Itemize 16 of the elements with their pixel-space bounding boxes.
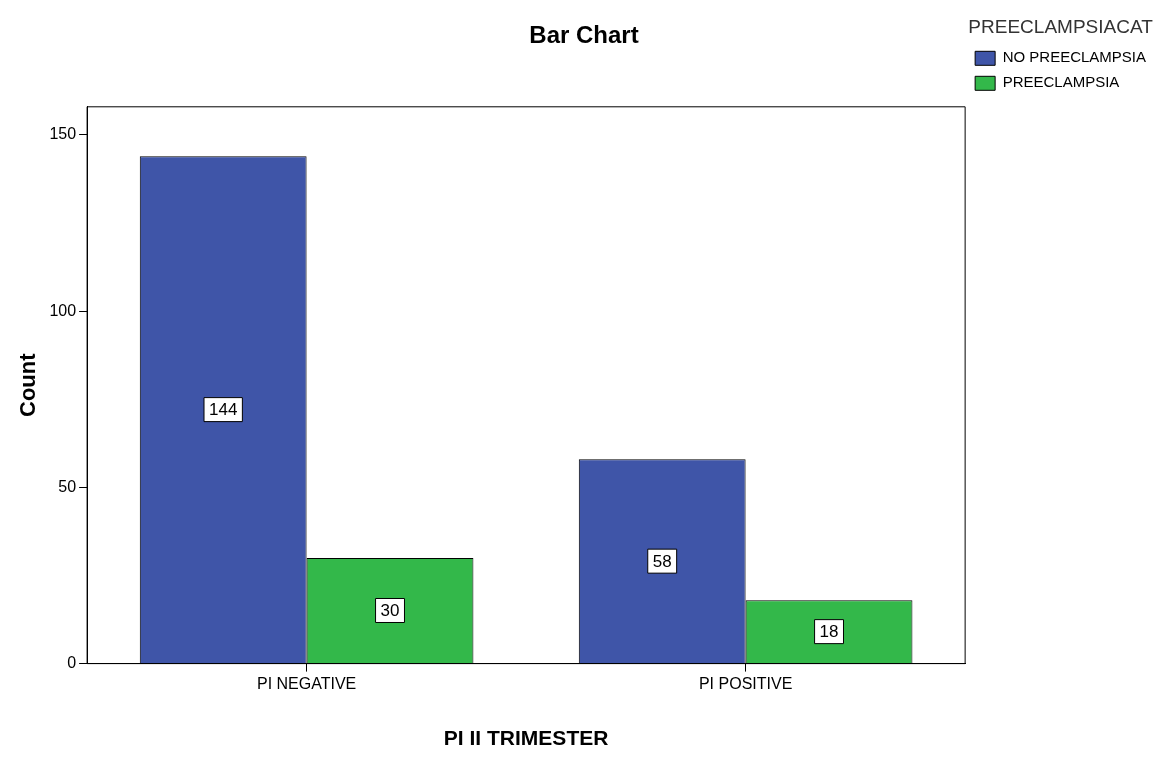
data-label: 18 bbox=[819, 622, 839, 642]
data-label: 58 bbox=[652, 551, 672, 571]
data-label: 30 bbox=[380, 601, 400, 621]
data-label: 144 bbox=[209, 400, 238, 420]
y-tick-label: 150 bbox=[49, 125, 77, 143]
y-tick-label: 100 bbox=[49, 301, 77, 319]
x-tick-label: PI NEGATIVE bbox=[256, 674, 357, 692]
legend-label: PREECLAMPSIA bbox=[1002, 73, 1120, 91]
chart-title: Bar Chart bbox=[529, 21, 639, 49]
x-axis-title: PI II TRIMESTER bbox=[443, 726, 609, 750]
y-tick-label: 0 bbox=[67, 654, 77, 672]
legend-title: PREECLAMPSIACAT bbox=[968, 15, 1154, 37]
legend-label: NO PREECLAMPSIA bbox=[1002, 48, 1146, 66]
y-tick-label: 50 bbox=[58, 477, 77, 495]
x-tick-label: PI POSITIVE bbox=[698, 674, 793, 692]
y-axis-title: Count bbox=[15, 352, 41, 417]
